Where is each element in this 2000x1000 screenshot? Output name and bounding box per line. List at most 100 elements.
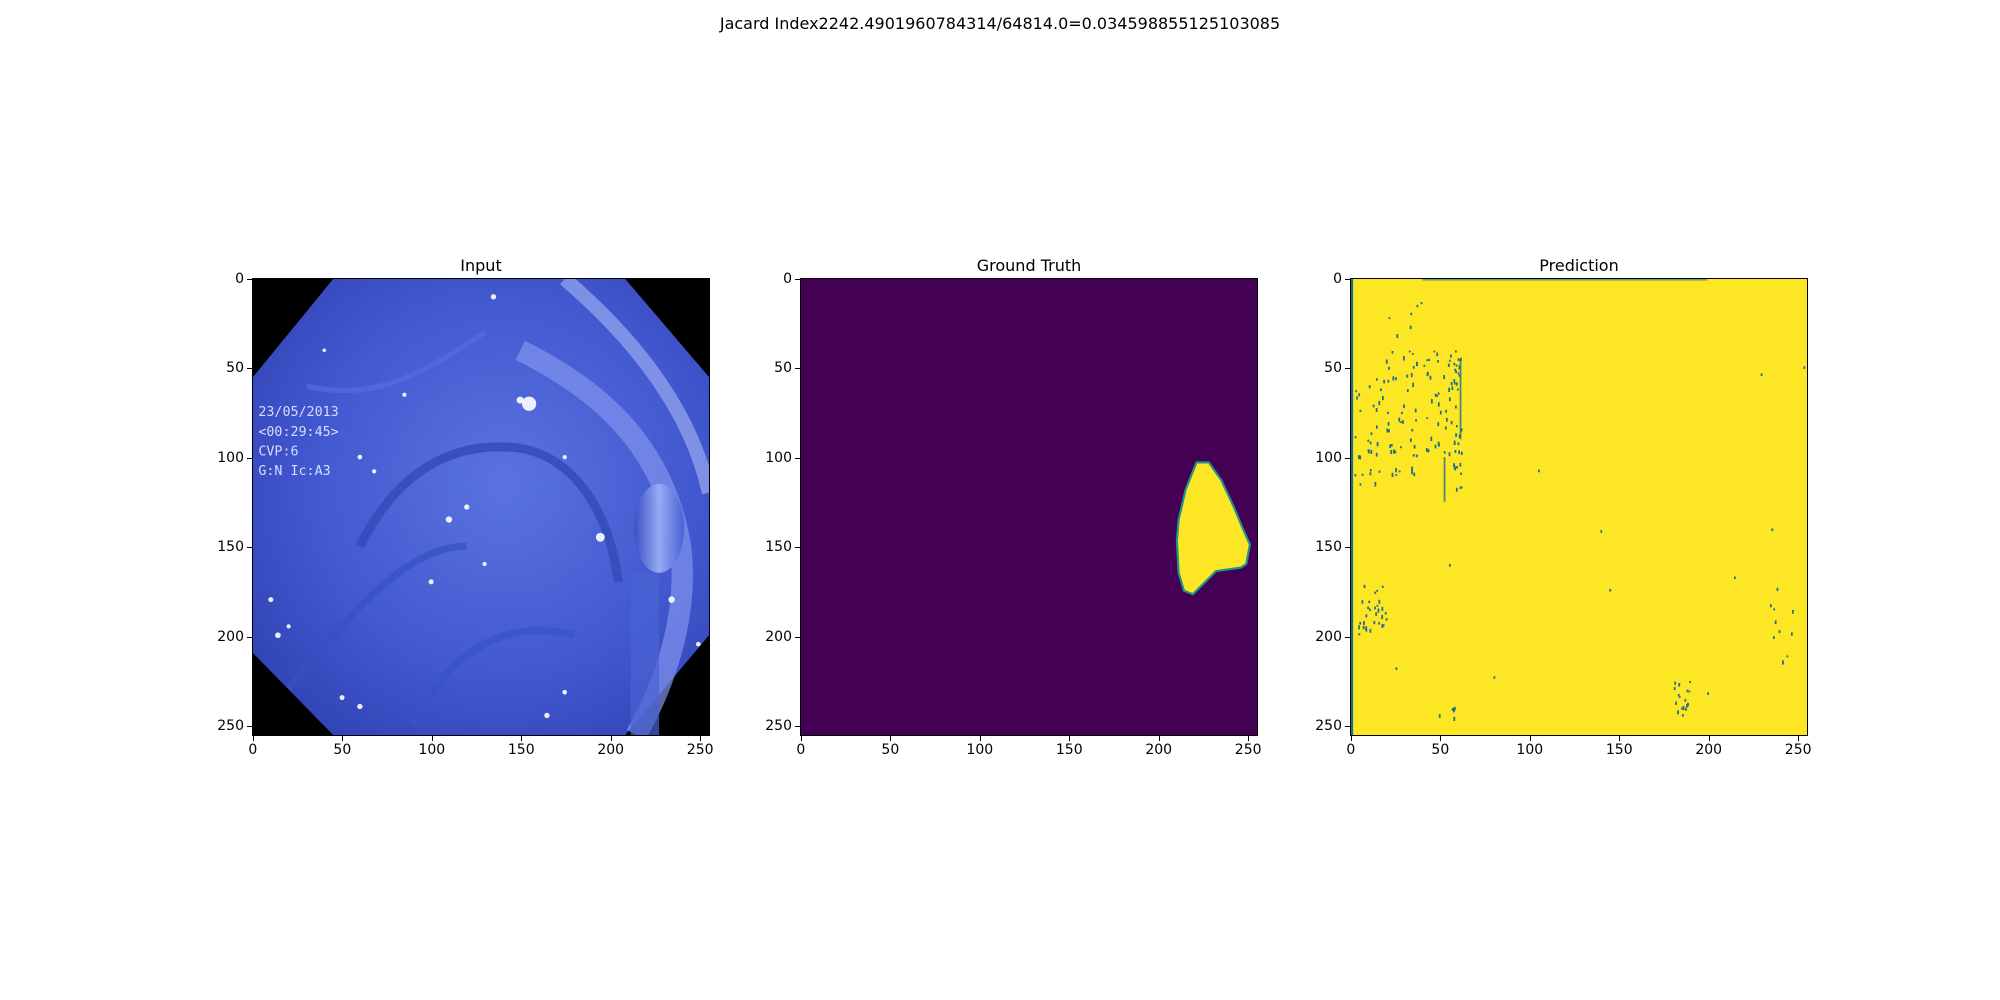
noise-pixel bbox=[1387, 411, 1389, 415]
y-tick-label: 0 bbox=[1333, 270, 1342, 287]
noise-pixel bbox=[1415, 454, 1418, 458]
noise-pixel bbox=[1444, 426, 1447, 430]
noise-pixel bbox=[1416, 304, 1419, 308]
noise-pixel bbox=[1688, 690, 1691, 693]
x-tick-mark bbox=[1708, 736, 1710, 741]
noise-pixel bbox=[1410, 312, 1413, 316]
noise-pixel bbox=[1684, 699, 1687, 702]
noise-pixel bbox=[1434, 444, 1437, 449]
noise-pixel bbox=[1786, 655, 1789, 658]
x-tick-mark bbox=[1798, 736, 1800, 741]
noise-pixel bbox=[1365, 627, 1368, 632]
noise-pixel bbox=[1600, 530, 1603, 533]
noise-pixel bbox=[1387, 422, 1390, 426]
noise-pixel bbox=[1374, 482, 1377, 487]
noise-pixel bbox=[1677, 694, 1680, 697]
noise-pixel bbox=[1448, 387, 1451, 392]
noise-pixel bbox=[1453, 382, 1456, 385]
noise-pixel bbox=[1411, 353, 1414, 355]
noise-pixel bbox=[1388, 429, 1390, 433]
noise-pixel bbox=[1412, 454, 1415, 457]
noise-pixel bbox=[1451, 386, 1454, 390]
x-tick-mark bbox=[1529, 736, 1531, 741]
noise-pixel bbox=[1375, 407, 1378, 412]
noise-pixel bbox=[1684, 707, 1687, 711]
noise-pixel bbox=[1414, 408, 1417, 413]
noise-pixel bbox=[1415, 419, 1417, 422]
x-tick-label: 150 bbox=[1055, 742, 1083, 758]
noise-pixel bbox=[1376, 589, 1379, 592]
noise-pixel bbox=[1367, 606, 1369, 610]
y-tick-label: 50 bbox=[1324, 360, 1342, 377]
noise-pixel bbox=[1453, 716, 1456, 721]
noise-pixel bbox=[1411, 470, 1413, 475]
noise-pixel bbox=[1681, 707, 1683, 710]
noise-pixel bbox=[1455, 350, 1457, 353]
noise-pixel bbox=[1374, 606, 1376, 610]
noise-pixel bbox=[1493, 676, 1496, 679]
noise-pixel bbox=[1457, 372, 1460, 375]
x-tick-mark bbox=[521, 736, 523, 741]
noise-pixel bbox=[1369, 441, 1372, 445]
x-tick-label: 250 bbox=[686, 742, 714, 758]
noise-pixel bbox=[1454, 368, 1457, 372]
noise-pixel bbox=[1450, 354, 1452, 358]
noise-pixel bbox=[1678, 695, 1681, 698]
noise-pixel bbox=[1403, 404, 1405, 409]
overlay-time: <00:29:45> bbox=[258, 425, 338, 440]
noise-pixel bbox=[1381, 624, 1384, 628]
noise-pixel bbox=[1369, 472, 1372, 476]
y-tick-label: 200 bbox=[765, 628, 792, 645]
noise-pixel bbox=[1443, 451, 1446, 454]
y-tick-mark bbox=[795, 457, 800, 459]
noise-pixel bbox=[1673, 687, 1676, 691]
noise-pixel bbox=[1678, 682, 1681, 687]
x-tick-label: 50 bbox=[333, 742, 352, 758]
noise-pixel bbox=[1453, 463, 1455, 467]
noise-pixel bbox=[1437, 360, 1439, 363]
noise-pixel bbox=[1453, 710, 1455, 713]
ground-truth-mask-axes bbox=[800, 278, 1258, 736]
noise-pixel bbox=[1439, 410, 1442, 415]
noise-pixel bbox=[1395, 377, 1397, 381]
input-overlay-text: 23/05/2013 <00:29:45> CVP:6 G:N Ic:A3 bbox=[258, 405, 338, 479]
noise-pixel bbox=[1391, 350, 1394, 354]
noise-pixel bbox=[1359, 455, 1362, 460]
panel-title-ground-truth: Ground Truth bbox=[976, 256, 1082, 275]
noise-pixel bbox=[1378, 622, 1381, 625]
noise-pixel bbox=[1400, 421, 1403, 424]
noise-pixel bbox=[1456, 388, 1459, 391]
noise-pixel bbox=[1365, 614, 1368, 618]
y-tick-mark bbox=[247, 547, 252, 549]
noise-pixel bbox=[1687, 704, 1689, 707]
noise-pixel bbox=[1375, 612, 1378, 616]
noise-pixel bbox=[1455, 433, 1457, 437]
noise-pixel bbox=[1372, 404, 1375, 408]
noise-pixel bbox=[1778, 630, 1781, 633]
noise-pixel bbox=[1359, 621, 1362, 625]
y-tick-label: 0 bbox=[235, 270, 244, 287]
noise-pixel bbox=[1374, 591, 1377, 594]
noise-pixel bbox=[1450, 381, 1453, 386]
noise-pixel bbox=[1454, 450, 1457, 453]
noise-pixel bbox=[1455, 487, 1458, 492]
noise-pixel bbox=[1391, 472, 1394, 478]
prediction-noise bbox=[1354, 301, 1806, 721]
noise-pixel bbox=[1434, 393, 1437, 397]
noise-pixel bbox=[1370, 449, 1373, 454]
noise-pixel bbox=[1677, 710, 1679, 715]
y-tick-mark bbox=[795, 547, 800, 549]
noise-pixel bbox=[1425, 448, 1428, 452]
noise-pixel bbox=[1403, 356, 1405, 361]
noise-pixel bbox=[1458, 365, 1461, 370]
noise-pixel bbox=[1369, 469, 1372, 472]
noise-pixel bbox=[1356, 396, 1358, 400]
noise-pixel bbox=[1438, 443, 1440, 447]
noise-pixel bbox=[1455, 405, 1457, 409]
noise-pixel bbox=[1681, 714, 1684, 717]
noise-pixel bbox=[1375, 452, 1378, 457]
noise-pixel bbox=[1411, 466, 1413, 472]
x-tick-label: 150 bbox=[1605, 742, 1633, 758]
figure-title: Jacard Index2242.4901960784314/64814.0=0… bbox=[719, 14, 1281, 33]
